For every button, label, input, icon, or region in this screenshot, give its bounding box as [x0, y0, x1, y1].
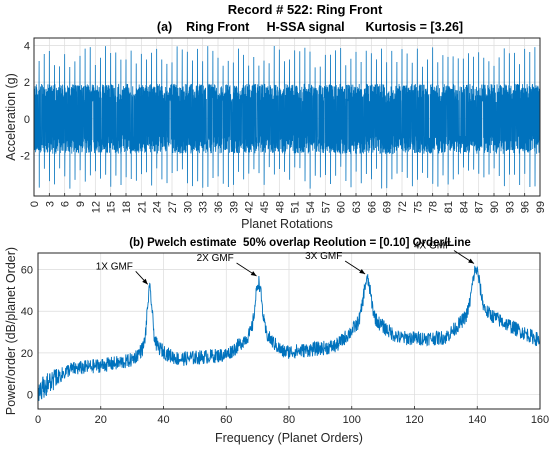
panel-a-ylabel: Acceleration (g): [4, 73, 18, 161]
panel-b-xtick-label: 40: [157, 414, 169, 426]
panel-b-xtick-label: 140: [468, 414, 486, 426]
panel-a-axes-box: [33, 37, 541, 197]
panel-a-xtick-label: 69: [382, 201, 394, 213]
panel-b-ytick-label: 0: [27, 389, 33, 401]
panel-b-series-line: [37, 265, 541, 401]
panel-b-xtick-label: 60: [220, 414, 232, 426]
gmf-arrow-head: [250, 271, 257, 277]
panel-a-xtick-label: 33: [198, 201, 210, 213]
panel-a-xtick-label: 12: [90, 201, 102, 213]
panel-a-xtick-label: 63: [351, 201, 363, 213]
panel-a-xtick-label: 81: [443, 201, 455, 213]
panel-b-grid: [37, 253, 541, 409]
panel-b-xtick-label: 160: [531, 414, 549, 426]
panel-a-xtick-label: 6: [60, 201, 72, 207]
panel-a-xtick-label: 27: [167, 201, 179, 213]
panel-a-xtick-label: 18: [121, 201, 133, 213]
panel-a-ytick-label: 0: [24, 114, 30, 126]
panel-a-series-line: [33, 45, 541, 189]
panel-a-xtick-label: 87: [474, 201, 486, 213]
panel-a-xtick-label: 99: [535, 201, 547, 213]
gmf-arrow-head: [359, 269, 366, 274]
panel-b-ytick-label: 40: [21, 306, 33, 318]
panel-a-xtick-label: 60: [336, 201, 348, 213]
panel-b-xtick-label: 0: [35, 414, 41, 426]
panel-a-xtick-label: 48: [274, 201, 286, 213]
panel-b-psd: [37, 265, 541, 401]
panel-b-annotations: 1X GMF 2X GMF 3X GMF 4X GMF: [96, 241, 475, 285]
panel-b-xtick-label: 80: [283, 414, 295, 426]
panel-b-ytick-label: 20: [21, 348, 33, 360]
panel-b-xtick-label: 20: [95, 414, 107, 426]
panel-a-title: (a) Ring Front H-SSA signal Kurtosis = […: [157, 20, 463, 34]
panel-a-xtick-label: 75: [412, 201, 424, 213]
panel-a-xtick-label: 90: [489, 201, 501, 213]
panel-b-ylabel: Power/order (dB/planet Order): [4, 247, 18, 415]
panel-a-ytick-label: 4: [24, 40, 30, 52]
gmf-annotation-label: 2X GMF: [197, 253, 234, 264]
panel-a-xtick-label: 45: [259, 201, 271, 213]
panel-a-xtick-label: 51: [290, 201, 302, 213]
panel-a-ytick-label: 2: [24, 77, 30, 89]
panel-b-ticks: 0 20 40 60 80 100 120 140 160 0 20 40 60: [21, 265, 549, 426]
panel-b-xtick-label: 100: [343, 414, 361, 426]
panel-a-xtick-label: 3: [44, 201, 56, 207]
panel-a-ticks: 0 3 6 9 12 15 18 21 24 27 30 33 36 39 42 45 48 51 54 57 60 63…: [20, 40, 547, 213]
gmf-arrow-head: [468, 258, 474, 264]
panel-a-ytick-label: -2: [20, 151, 30, 163]
panel-a-xtick-label: 54: [305, 201, 317, 213]
panel-a-xtick-label: 30: [182, 201, 194, 213]
panel-b-title: (b) Pwelch estimate 50% overlap Reolutio…: [129, 237, 471, 249]
panel-b-ytick-label: 60: [21, 265, 33, 277]
gmf-annotation-label: 3X GMF: [305, 251, 342, 262]
panel-a-xtick-label: 93: [504, 201, 516, 213]
panel-a-xtick-label: 24: [152, 201, 164, 213]
panel-a-xtick-label: 21: [136, 201, 148, 213]
gmf-annotation-label: 4X GMF: [414, 241, 451, 252]
panel-a-xtick-label: 15: [106, 201, 118, 213]
gmf-arrow-head: [142, 278, 148, 285]
panel-a-signal: [33, 45, 541, 189]
panel-a-xtick-label: 39: [228, 201, 240, 213]
panel-a-xtick-label: 84: [458, 201, 470, 213]
panel-a-xtick-label: 36: [213, 201, 225, 213]
panel-b-xtick-label: 120: [405, 414, 423, 426]
panel-a-xtick-label: 66: [366, 201, 378, 213]
panel-a-xtick-label: 9: [75, 201, 87, 207]
figure-title: Record # 522: Ring Front: [228, 2, 383, 17]
panel-a-xtick-label: 42: [244, 201, 256, 213]
panel-b-xlabel: Frequency (Planet Orders): [215, 431, 363, 445]
panel-a-xlabel: Planet Rotations: [241, 217, 333, 231]
panel-a-xtick-label: 0: [29, 201, 41, 207]
panel-a-xtick-label: 78: [428, 201, 440, 213]
panel-a-xtick-label: 96: [520, 201, 532, 213]
gmf-annotation-label: 1X GMF: [96, 261, 133, 272]
panel-a-xtick-label: 57: [320, 201, 332, 213]
panel-a-xtick-label: 72: [397, 201, 409, 213]
